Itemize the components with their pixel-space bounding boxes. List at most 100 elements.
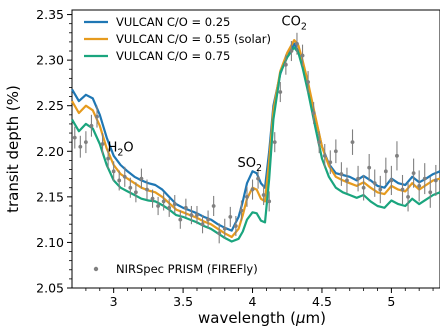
data-point xyxy=(106,148,111,169)
data-point xyxy=(367,154,372,182)
data-point xyxy=(233,215,238,237)
data-point xyxy=(83,131,88,154)
data-point xyxy=(345,167,349,194)
legend-label: VULCAN C/O = 0.55 (solar) xyxy=(116,32,271,46)
data-point xyxy=(428,176,433,208)
data-point xyxy=(95,105,99,128)
data-point xyxy=(289,40,294,62)
data-point xyxy=(89,114,94,137)
data-point xyxy=(333,139,338,164)
data-point xyxy=(72,126,77,149)
data-point xyxy=(161,192,166,211)
x-axis-label-text: wavelength ( xyxy=(198,309,296,327)
data-point xyxy=(239,200,244,221)
data-point xyxy=(100,133,105,155)
data-point xyxy=(195,205,199,225)
data-point xyxy=(361,174,366,201)
legend-label: NIRSpec PRISM (FIREFly) xyxy=(116,262,258,276)
data-point xyxy=(278,82,283,103)
data-point xyxy=(133,182,138,203)
data-point xyxy=(283,54,288,75)
data-point xyxy=(211,195,216,216)
y-axis-label: transit depth (%) xyxy=(4,85,22,213)
data-point xyxy=(433,164,438,196)
legend-entry-observations: NIRSpec PRISM (FIREFly) xyxy=(93,262,258,276)
data-point xyxy=(206,210,210,229)
data-point xyxy=(411,158,416,188)
data-point xyxy=(111,161,116,182)
data-point xyxy=(389,165,394,196)
axes-layer: 3 3.5 4 4.5 5 2.05 2.10 2.15 2.20 2.25 2.30 2.35 xyxy=(36,7,434,309)
data-point xyxy=(172,195,177,214)
x-tick-label: 3.5 xyxy=(173,294,193,309)
y-tick-label: 2.15 xyxy=(36,189,64,204)
data-point xyxy=(339,162,344,186)
y-tick-label: 2.05 xyxy=(36,281,64,296)
data-point xyxy=(267,191,272,212)
y-tick-label: 2.30 xyxy=(36,53,64,68)
data-point xyxy=(117,170,122,191)
data-point xyxy=(189,205,194,225)
data-point xyxy=(228,206,233,227)
data-point xyxy=(395,141,399,171)
series-line-3 xyxy=(71,46,440,243)
data-point xyxy=(156,196,160,216)
data-point xyxy=(245,186,249,207)
legend: VULCAN C/O = 0.25 VULCAN C/O = 0.55 (sola… xyxy=(84,15,271,276)
data-point xyxy=(256,168,260,189)
legend-entry: VULCAN C/O = 0.75 xyxy=(84,49,230,63)
x-axis-label-symbol: μ xyxy=(295,309,306,327)
data-point xyxy=(311,102,316,124)
data-point xyxy=(250,179,255,200)
y-tick-label: 2.35 xyxy=(36,7,64,22)
data-point xyxy=(383,157,388,186)
data-point xyxy=(372,169,377,197)
data-point xyxy=(300,44,305,67)
data-point xyxy=(322,143,327,168)
data-point xyxy=(200,215,205,234)
x-tick-label: 3 xyxy=(110,294,118,309)
data-point xyxy=(128,177,133,198)
legend-entry: VULCAN C/O = 0.25 xyxy=(84,15,230,29)
legend-label: VULCAN C/O = 0.75 xyxy=(116,49,230,63)
data-point xyxy=(422,163,427,195)
data-point xyxy=(217,223,222,244)
y-tick-label: 2.25 xyxy=(36,98,64,113)
molecule-label: SO2 xyxy=(237,156,262,174)
y-tick-label: 2.10 xyxy=(36,235,64,250)
x-axis-label-unit: m) xyxy=(306,309,326,327)
y-tick-label: 2.20 xyxy=(36,144,64,159)
data-point xyxy=(378,175,383,204)
data-point xyxy=(222,218,227,239)
plot-frame xyxy=(71,9,440,289)
data-point xyxy=(356,165,360,192)
legend-entry: VULCAN C/O = 0.55 (solar) xyxy=(84,32,271,46)
legend-label: VULCAN C/O = 0.25 xyxy=(116,15,230,29)
data-point xyxy=(400,174,405,205)
data-point xyxy=(122,166,127,187)
x-axis-label: wavelength (μm) xyxy=(198,309,326,327)
molecule-label: H2O xyxy=(108,140,134,158)
data-point xyxy=(145,179,149,200)
data-point xyxy=(317,131,322,154)
molecule-label: CO2 xyxy=(282,14,307,32)
data-point xyxy=(150,189,155,208)
data-point xyxy=(406,182,410,212)
data-point xyxy=(328,150,333,175)
data-point xyxy=(139,168,144,189)
observations-layer xyxy=(72,32,438,244)
data-point xyxy=(417,170,422,202)
data-point xyxy=(261,185,266,206)
annotations-layer: H2O SO2 CO2 xyxy=(108,14,307,173)
data-point xyxy=(306,71,310,93)
x-tick-label: 4.5 xyxy=(312,294,332,309)
data-point xyxy=(178,210,183,229)
data-point xyxy=(78,135,83,158)
series-line-2 xyxy=(71,38,440,239)
data-point xyxy=(183,198,188,217)
data-point xyxy=(350,129,355,155)
data-point xyxy=(272,132,277,153)
plot-area: H2O SO2 CO2 xyxy=(71,9,440,289)
data-point xyxy=(295,32,299,55)
